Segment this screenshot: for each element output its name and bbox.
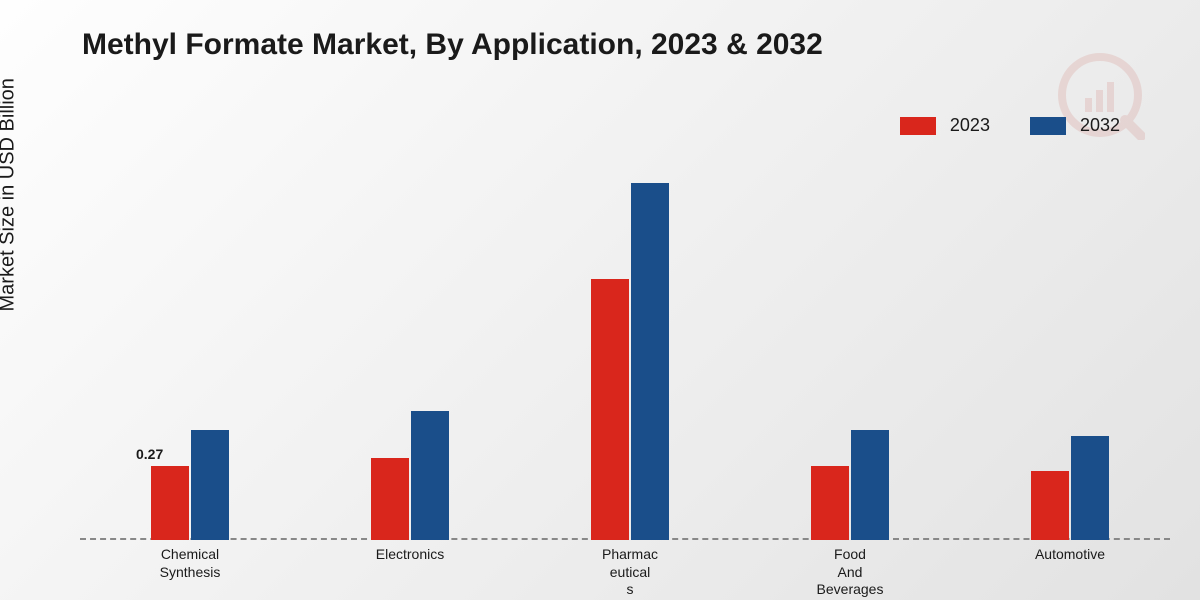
bar-2032 (411, 411, 449, 540)
bar-2023 (151, 466, 189, 540)
chart-title: Methyl Formate Market, By Application, 2… (82, 28, 823, 62)
bar-2023 (371, 458, 409, 541)
bars (360, 411, 460, 540)
category-label: Automotive (1025, 546, 1115, 564)
bar-2023 (811, 466, 849, 540)
bars (1020, 436, 1120, 541)
value-label: 0.27 (136, 446, 163, 462)
bar-group-pharma: Pharmaceuticals (580, 100, 680, 540)
plot-area: 0.27ChemicalSynthesis Electronics Pharmace… (80, 100, 1170, 540)
bar-2032 (631, 183, 669, 541)
bar-group-elec: Electronics (360, 100, 460, 540)
y-axis-label: Market Size in USD Billion (0, 78, 20, 311)
bar-2023 (1031, 471, 1069, 540)
bar-2032 (851, 430, 889, 540)
bar-2032 (191, 430, 229, 540)
category-label: Electronics (365, 546, 455, 564)
category-label: ChemicalSynthesis (145, 546, 235, 581)
bar-group-chem: 0.27ChemicalSynthesis (140, 100, 240, 540)
bar-group-food: FoodAndBeverages (800, 100, 900, 540)
bar-2023 (591, 279, 629, 540)
category-label: FoodAndBeverages (805, 546, 895, 599)
category-label: Pharmaceuticals (585, 546, 675, 599)
bar-2032 (1071, 436, 1109, 541)
bars (580, 183, 680, 541)
bars (800, 430, 900, 540)
bar-group-auto: Automotive (1020, 100, 1120, 540)
